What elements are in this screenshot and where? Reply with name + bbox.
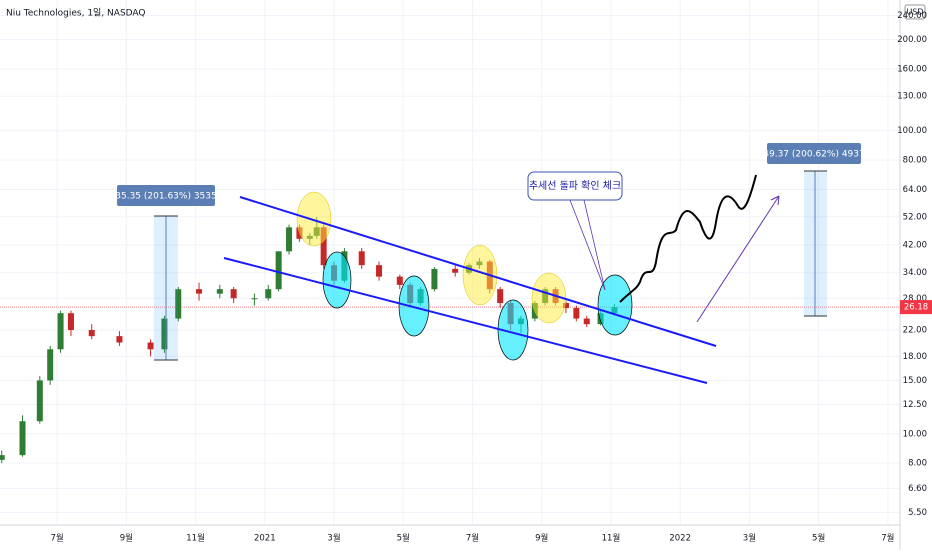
- x-tick-label: 5월: [397, 533, 410, 544]
- candle-body: [36, 380, 43, 422]
- x-tick-label: 7월: [881, 533, 894, 544]
- grid: [0, 0, 900, 525]
- x-tick-label: 9월: [535, 533, 548, 544]
- candle-body: [116, 336, 123, 343]
- measure-label-box: [117, 185, 215, 206]
- y-tick-label: 42.00: [903, 240, 927, 250]
- x-tick-label: 7월: [466, 533, 479, 544]
- y-tick-label: 80.00: [903, 156, 927, 166]
- y-tick-label: 34.00: [903, 268, 927, 278]
- candle-body: [47, 349, 54, 381]
- x-tick-label: 11월: [602, 533, 621, 544]
- candle-body: [147, 342, 154, 350]
- measure-label: 35.35 (201.63%) 3535: [115, 192, 216, 202]
- candle-body: [286, 227, 293, 252]
- callout-box: [527, 171, 623, 201]
- candle-body: [358, 251, 365, 266]
- x-tick-label: 3월: [327, 533, 340, 544]
- candle-body: [196, 289, 203, 294]
- y-tick-label: 22.00: [903, 326, 927, 336]
- candle-body: [320, 227, 327, 266]
- highlight-circle: [497, 299, 529, 361]
- callout-text: 추세선 돌파 확인 체크: [529, 180, 621, 192]
- y-tick-label: 10.00: [903, 429, 927, 439]
- trend-line: [223, 257, 708, 384]
- y-tick-label: 200.00: [897, 35, 927, 45]
- candle-body: [452, 268, 459, 273]
- y-tick-label: 5.50: [908, 508, 927, 518]
- chart-title: Niu Technologies, 1일, NASDAQ: [6, 8, 146, 19]
- candle-body: [396, 276, 403, 285]
- highlight-circle: [462, 244, 498, 306]
- candle-body: [161, 318, 168, 350]
- candle-body: [251, 298, 258, 300]
- measure-label: 49.37 (200.62%) 4937: [763, 150, 864, 160]
- y-tick-label: 6.60: [908, 484, 927, 494]
- y-tick-label: 160.00: [897, 64, 927, 74]
- axes: 5.50 6.60 8.00 10.00 12.50 15.00 18.00 22.00 28.…: [50, 11, 932, 544]
- candle-body: [431, 268, 438, 290]
- candle-body: [275, 251, 282, 290]
- y-tick-label: 18.00: [903, 352, 927, 362]
- x-tick-label: 7월: [50, 533, 63, 544]
- arrow-head: [770, 195, 780, 206]
- y-tick-label: 15.00: [903, 376, 927, 386]
- callout-tail: [583, 199, 606, 291]
- highlight-circle: [597, 274, 633, 336]
- y-tick-label: 28.00: [903, 294, 927, 304]
- candle-body: [88, 330, 95, 337]
- x-tick-label: 3월: [743, 533, 756, 544]
- measure-label-box: [767, 143, 861, 164]
- currency-badge: [904, 4, 926, 20]
- y-tick-label: 64.00: [903, 185, 927, 195]
- x-tick-label: 9월: [120, 533, 133, 544]
- y-tick-label: 130.00: [897, 92, 927, 102]
- x-tick-label: 2021: [254, 534, 276, 544]
- x-tick-label: 11월: [186, 533, 205, 544]
- drawings: 35.35 (201.63%) 3535 49.37 (200.62%) 493…: [115, 143, 865, 384]
- projection-path: [619, 174, 757, 303]
- last-price-box: [900, 300, 932, 315]
- last-price-label: 26.18: [904, 303, 928, 313]
- candle-body: [0, 455, 5, 460]
- currency: USD: [906, 8, 923, 17]
- highlight-circle: [322, 251, 352, 309]
- candle-body: [175, 289, 182, 319]
- candle-body: [376, 265, 383, 277]
- y-tick-label: 8.00: [908, 459, 927, 469]
- y-tick-label: 52.00: [903, 212, 927, 222]
- trend-line: [239, 196, 717, 347]
- candle-body: [583, 318, 590, 325]
- candle-body: [573, 308, 580, 319]
- candle-body: [216, 289, 223, 294]
- candle-body: [67, 313, 74, 331]
- candle-body: [230, 289, 237, 299]
- highlight-circle: [398, 275, 430, 337]
- x-tick-label: 2022: [669, 534, 691, 544]
- candle-body: [265, 289, 272, 299]
- candle-body: [562, 303, 569, 309]
- y-tick-label: 100.00: [897, 126, 927, 136]
- y-tick-label: 240.00: [897, 11, 927, 21]
- callout-tail: [569, 199, 606, 291]
- candle-body: [19, 421, 26, 456]
- projection-arrow: [696, 195, 780, 323]
- x-tick-label: 5월: [812, 533, 825, 544]
- candle-body: [57, 313, 64, 350]
- highlight-circle: [296, 191, 332, 247]
- candle-body: [497, 289, 504, 304]
- y-tick-label: 12.50: [903, 400, 927, 410]
